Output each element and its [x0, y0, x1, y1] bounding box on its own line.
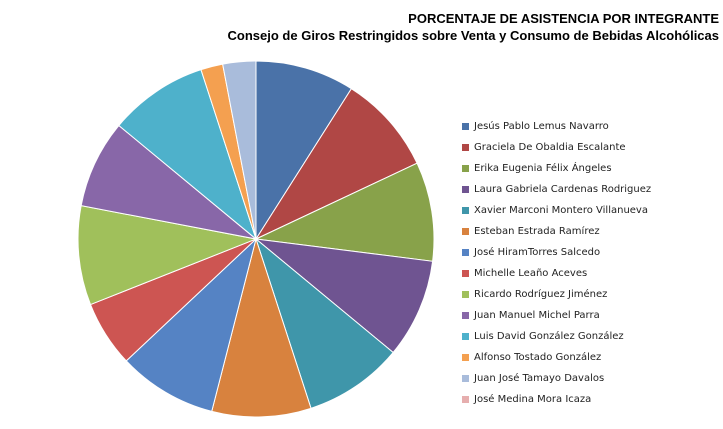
legend-item: José HiramTorres Salcedo [462, 242, 651, 263]
legend-label: Graciela De Obaldia Escalante [474, 142, 626, 153]
legend-item: Xavier Marconi Montero Villanueva [462, 200, 651, 221]
legend-label: Ricardo Rodríguez Jiménez [474, 289, 608, 300]
legend-item: Graciela De Obaldia Escalante [462, 137, 651, 158]
legend-swatch [462, 312, 469, 319]
chart-title-block: PORCENTAJE DE ASISTENCIA POR INTEGRANTE … [228, 10, 719, 44]
legend-swatch [462, 165, 469, 172]
legend-item: Jesús Pablo Lemus Navarro [462, 116, 651, 137]
legend-label: José Medina Mora Icaza [474, 394, 592, 405]
legend-swatch [462, 333, 469, 340]
legend-item: Juan José Tamayo Davalos [462, 368, 651, 389]
legend-label: Laura Gabriela Cardenas Rodriguez [474, 184, 652, 195]
legend-item: Michelle Leaño Aceves [462, 263, 651, 284]
legend-label: Alfonso Tostado González [474, 352, 602, 363]
pie-slice [118, 69, 258, 241]
chart-title: PORCENTAJE DE ASISTENCIA POR INTEGRANTE [408, 11, 719, 26]
pie-slice [254, 88, 418, 241]
legend-swatch [462, 228, 469, 235]
legend-swatch [462, 291, 469, 298]
pie-slice [255, 60, 353, 241]
legend-swatch [462, 375, 469, 382]
legend-label: José HiramTorres Salcedo [474, 247, 601, 258]
legend-label: Xavier Marconi Montero Villanueva [474, 205, 648, 216]
legend-label: Michelle Leaño Aceves [474, 268, 588, 279]
pie-slice [211, 237, 312, 418]
legend-swatch [462, 186, 469, 193]
legend-label: Jesús Pablo Lemus Navarro [474, 121, 609, 132]
chart-legend: Jesús Pablo Lemus Navarro Graciela De Oba… [462, 116, 651, 410]
pie-slice [77, 205, 258, 306]
legend-swatch [462, 207, 469, 214]
legend-label: Erika Eugenia Félix Ángeles [474, 163, 612, 174]
legend-item: Juan Manuel Michel Parra [462, 305, 651, 326]
legend-label: Luis David González González [474, 331, 624, 342]
pie-slice [254, 237, 394, 409]
pie-slice [222, 60, 257, 240]
legend-item: Laura Gabriela Cardenas Rodriguez [462, 179, 651, 200]
legend-swatch [462, 123, 469, 130]
legend-swatch [462, 249, 469, 256]
legend-item: Erika Eugenia Félix Ángeles [462, 158, 651, 179]
legend-swatch [462, 144, 469, 151]
legend-item: Alfonso Tostado González [462, 347, 651, 368]
legend-swatch [462, 270, 469, 277]
chart-subtitle: Consejo de Giros Restringidos sobre Vent… [227, 28, 719, 43]
legend-label: Juan Manuel Michel Parra [474, 310, 600, 321]
legend-swatch [462, 396, 469, 403]
legend-label: Juan José Tamayo Davalos [474, 373, 605, 384]
pie-slice [254, 238, 434, 354]
legend-item: Luis David González González [462, 326, 651, 347]
pie-slice [125, 237, 257, 413]
legend-swatch [462, 354, 469, 361]
pie-slice [80, 124, 257, 240]
pie-slice [254, 162, 435, 262]
legend-item: José Medina Mora Icaza [462, 389, 651, 410]
legend-label: Esteban Estrada Ramírez [474, 226, 600, 237]
legend-item: Esteban Estrada Ramírez [462, 221, 651, 242]
legend-item: Ricardo Rodríguez Jiménez [462, 284, 651, 305]
